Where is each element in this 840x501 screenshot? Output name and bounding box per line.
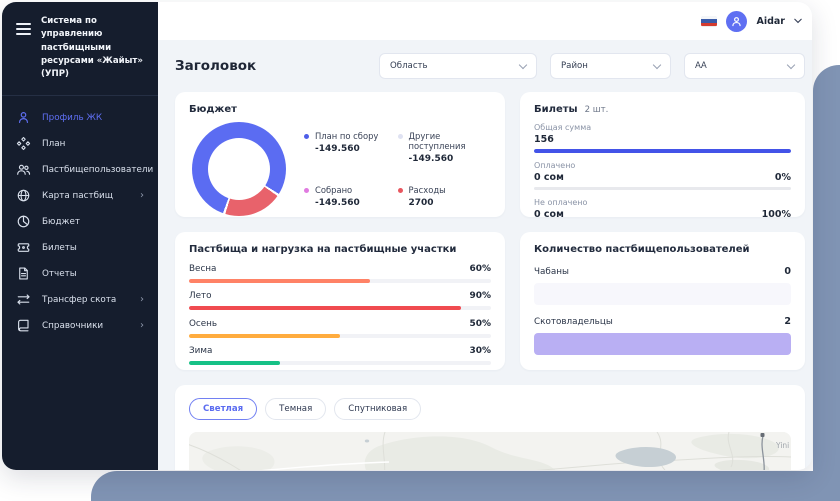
legend-item: Собрано -149.560 xyxy=(304,185,398,208)
map-tab-light[interactable]: Светлая xyxy=(189,398,258,420)
map-tab-satellite[interactable]: Спутниковая xyxy=(334,398,422,420)
progress-bar xyxy=(189,361,491,365)
chevron-down-icon xyxy=(786,60,796,69)
pastures-load-card: Пастбища и нагрузка на пастбищные участк… xyxy=(175,232,505,370)
select-aa-value: АА xyxy=(695,61,707,71)
legend-item: Другие поступления -149.560 xyxy=(397,131,492,164)
pasture-bar-row: Весна 60% xyxy=(189,264,491,283)
divider xyxy=(2,94,158,96)
select-region[interactable]: Область xyxy=(379,53,537,79)
tickets-card: Билеты 2 шт. Общая сумма 156 Оплачено 0 … xyxy=(520,92,805,217)
chevron-right-icon: › xyxy=(140,319,144,331)
legend-item: Расходы 2700 xyxy=(397,185,492,208)
chevron-right-icon: › xyxy=(140,293,144,305)
topbar: Aidar xyxy=(158,2,812,40)
legend-dot xyxy=(304,134,309,139)
pasture-bar-row: Лето 90% xyxy=(189,291,491,310)
app-title: Система по управлению пастбищными ресурс… xyxy=(41,16,143,80)
tickets-card-title: Билеты xyxy=(534,104,578,115)
page-title: Заголовок xyxy=(175,58,257,74)
legend-dot xyxy=(397,134,403,139)
plan-icon xyxy=(16,137,31,151)
language-flag-russian-icon[interactable] xyxy=(701,15,718,27)
sidebar-nav: Профиль ЖК План Пастбищепользователи › К… xyxy=(2,103,168,341)
sidebar: Система по управлению пастбищными ресурс… xyxy=(2,2,168,470)
sidebar-item-tickets[interactable]: Билеты xyxy=(12,235,148,261)
progress-bar xyxy=(534,149,791,153)
main-area: Aidar Заголовок Область Район xyxy=(158,2,812,470)
map-card: Светлая Темная Спутниковая xyxy=(175,385,805,470)
cards-grid: Бюджет План по сбору -149.560 xyxy=(175,92,805,370)
sidebar-item-profile[interactable]: Профиль ЖК xyxy=(12,105,148,131)
book-icon xyxy=(18,319,29,332)
budget-card: Бюджет План по сбору -149.560 xyxy=(175,92,505,217)
content: Заголовок Область Район АА xyxy=(158,40,812,470)
background-shape-right xyxy=(813,65,840,501)
transfer-arrows-icon xyxy=(17,294,30,305)
legend-item: План по сбору -149.560 xyxy=(304,131,398,164)
donut-hole xyxy=(208,138,270,200)
map-tab-dark[interactable]: Темная xyxy=(265,398,327,420)
legend-dot xyxy=(304,188,309,193)
budget-donut-chart xyxy=(192,122,286,216)
sidebar-header: Система по управлению пастбищными ресурс… xyxy=(2,2,158,92)
globe-icon xyxy=(17,189,30,202)
progress-bar xyxy=(189,278,491,283)
select-district-value: Район xyxy=(561,61,588,71)
sidebar-item-reports[interactable]: Отчеты xyxy=(12,261,148,287)
chevron-down-icon[interactable] xyxy=(794,18,802,24)
users-count-card: Количество пастбищепользователей Чабаны 0… xyxy=(520,232,805,370)
tickets-count: 2 шт. xyxy=(584,105,609,115)
chevron-right-icon: › xyxy=(140,189,144,201)
chevron-down-icon xyxy=(518,60,528,69)
ticket-progress-row: Не оплачено 0 сом 100% xyxy=(534,198,791,217)
pasture-bar-row: Осень 50% xyxy=(189,319,491,338)
chevron-down-icon xyxy=(652,60,662,69)
count-bar xyxy=(534,333,791,355)
users-icon xyxy=(17,164,31,175)
user-count-row: Чабаны 0 xyxy=(534,266,791,305)
budget-legend: План по сбору -149.560 Другие поступлени… xyxy=(304,131,491,216)
pastures-card-title: Пастбища и нагрузка на пастбищные участк… xyxy=(189,244,457,255)
user-name[interactable]: Aidar xyxy=(756,15,785,27)
sidebar-item-budget[interactable]: Бюджет xyxy=(12,209,148,235)
app-window: Система по управлению пастбищными ресурс… xyxy=(2,2,812,470)
pie-chart-icon xyxy=(17,215,30,228)
document-icon xyxy=(19,267,28,280)
ticket-icon xyxy=(17,243,30,252)
user-count-row: Скотовладельцы 2 xyxy=(534,316,791,355)
filters: Область Район АА xyxy=(379,53,805,79)
avatar[interactable] xyxy=(726,10,748,32)
legend-dot xyxy=(397,188,403,193)
sidebar-item-directories[interactable]: Справочники › xyxy=(12,313,148,339)
users-count-card-title: Количество пастбищепользователей xyxy=(534,244,750,255)
map-style-tabs: Светлая Темная Спутниковая xyxy=(189,398,791,420)
map-label-yining: Yini xyxy=(775,441,789,450)
menu-icon[interactable] xyxy=(16,20,31,38)
sidebar-item-pasture-users[interactable]: Пастбищепользователи › xyxy=(12,157,168,183)
user-icon xyxy=(18,112,29,124)
sidebar-item-plan[interactable]: План xyxy=(12,131,148,157)
count-bar xyxy=(534,283,791,305)
sidebar-item-pasture-map[interactable]: Карта пастбищ › xyxy=(12,183,148,209)
select-region-value: Область xyxy=(390,61,428,71)
map-graphic: Almaty Yini xyxy=(189,432,791,470)
ticket-progress-row: Общая сумма 156 xyxy=(534,123,791,153)
progress-bar xyxy=(189,333,491,338)
progress-bar xyxy=(189,306,491,310)
select-aa[interactable]: АА xyxy=(684,53,805,79)
progress-bar xyxy=(534,186,791,190)
user-icon xyxy=(732,16,742,26)
ticket-progress-row: Оплачено 0 сом 0% xyxy=(534,161,791,190)
header-row: Заголовок Область Район АА xyxy=(175,53,805,79)
budget-card-title: Бюджет xyxy=(189,104,237,115)
background-shape-bottom xyxy=(91,471,840,501)
pasture-bar-row: Зима 30% xyxy=(189,346,491,365)
sidebar-item-livestock-transfer[interactable]: Трансфер скота › xyxy=(12,287,148,313)
select-district[interactable]: Район xyxy=(550,53,671,79)
map-canvas[interactable]: Almaty Yini xyxy=(189,432,791,470)
